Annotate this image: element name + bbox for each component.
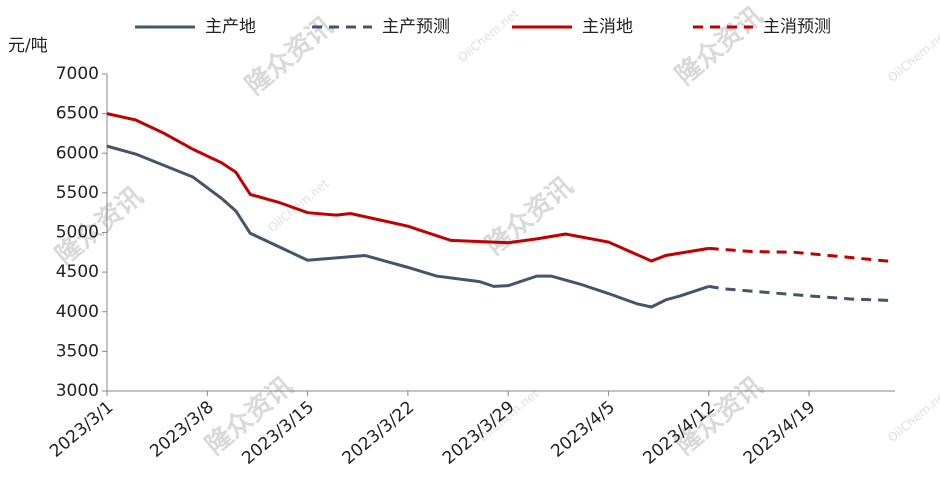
y-tick-label: 4000	[56, 302, 99, 322]
series-line	[106, 144, 710, 309]
y-tick-label: 7000	[56, 64, 99, 84]
y-tick-label: 5500	[56, 183, 99, 203]
x-tick-label: 2023/3/8	[146, 397, 217, 461]
legend-label: 主产地	[205, 17, 256, 37]
x-tick-label: 2023/3/22	[339, 397, 419, 468]
legend-label: 主消预测	[763, 17, 831, 37]
y-tick-label: 6500	[56, 104, 99, 124]
series-line	[708, 284, 896, 303]
x-tick-label: 2023/3/1	[46, 397, 117, 461]
watermark: OilChem.net	[885, 26, 940, 85]
y-tick-label: 5000	[56, 223, 99, 243]
y-axis-label: 元/吨	[8, 36, 48, 56]
series-line	[708, 246, 896, 264]
watermark: 隆众资讯	[480, 171, 579, 261]
y-tick-label: 3000	[56, 381, 99, 401]
x-tick-label: 2023/3/29	[439, 397, 519, 468]
series-line	[106, 112, 709, 263]
watermark: 隆众资讯	[670, 1, 769, 91]
watermark: OilChem.net	[455, 6, 521, 65]
y-tick-label: 6000	[56, 143, 99, 163]
y-tick-label: 3500	[56, 341, 99, 361]
legend-label: 主消地	[582, 17, 633, 37]
legend-label: 主产预测	[382, 17, 450, 37]
watermark: OilChem.net	[885, 386, 940, 445]
y-tick-label: 4500	[56, 262, 99, 282]
x-tick-label: 2023/4/5	[548, 397, 619, 461]
watermark: OilChem.net	[265, 176, 331, 235]
